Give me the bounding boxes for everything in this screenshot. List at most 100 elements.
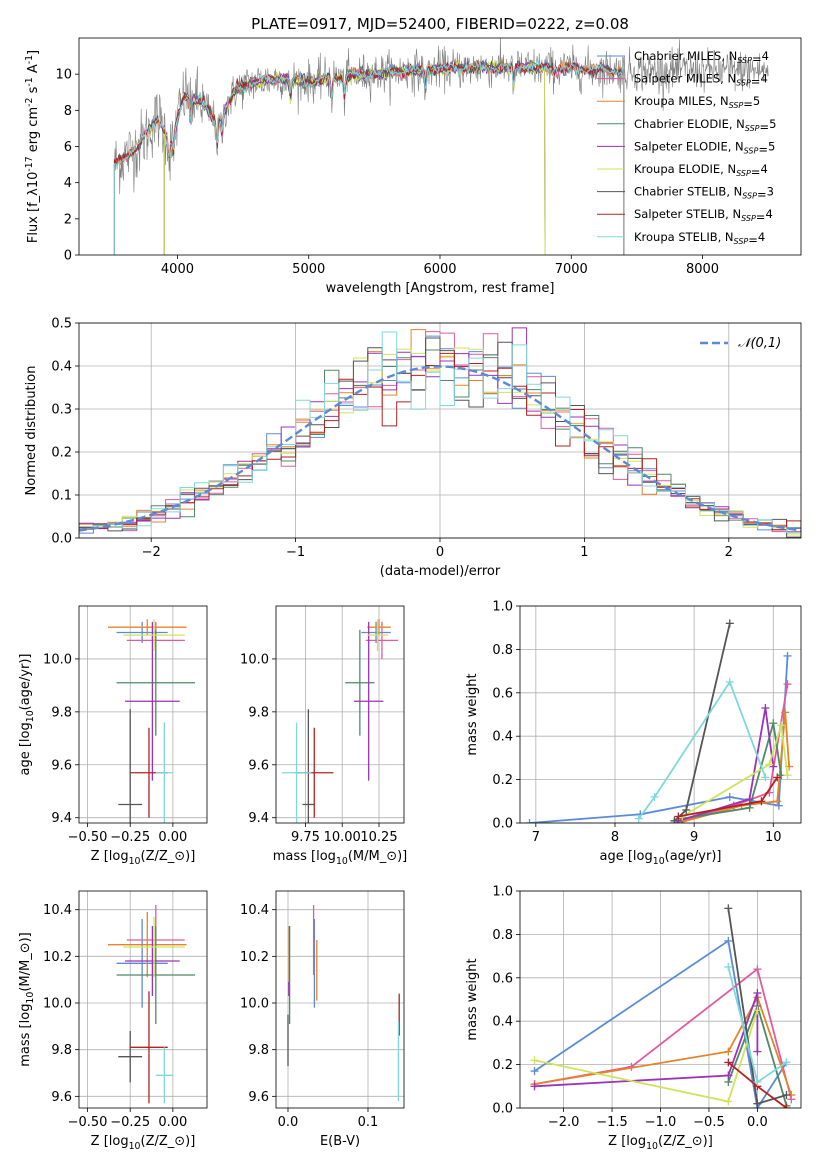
x-tick-label: 10.00 — [324, 830, 361, 845]
legend-n-label: , N — [720, 72, 736, 86]
label-part: (M/M_⊙)] — [18, 932, 33, 991]
x-tick-label: 1 — [580, 545, 588, 560]
weight-marker — [724, 1058, 733, 1067]
label-part: 10 — [336, 856, 348, 867]
weight-marker — [782, 1058, 791, 1067]
y-tick-label: 0.2 — [51, 446, 72, 461]
weight-marker — [782, 1104, 791, 1108]
x-tick-label: 6000 — [423, 262, 456, 277]
x-tick-label: −0.5 — [693, 1115, 725, 1130]
legend-subscript: SSP — [745, 124, 760, 133]
error-bar — [123, 619, 185, 651]
label-part: erg cm — [26, 107, 41, 156]
weight-marker — [525, 819, 534, 823]
weight-line — [673, 623, 731, 822]
y-tick-label: 10.2 — [43, 950, 72, 965]
y-tick-label: 1.0 — [492, 600, 513, 615]
grid — [276, 606, 404, 823]
grid — [520, 605, 801, 824]
weight-marker — [761, 703, 770, 712]
y-axis-label: Flux [f_λ10-17 erg cm-2 s-1 A-1] — [24, 50, 41, 243]
ticks: −0.50 −0.25 0.00 9.6 9.8 10.0 10.2 10.4 — [43, 903, 187, 1130]
y-tick-label: 9.8 — [51, 705, 72, 720]
label-part: s — [26, 86, 41, 97]
weight-marker — [782, 1090, 791, 1099]
legend-nssp: 5 — [769, 117, 776, 131]
ticks: −0.50 −0.25 0.00 9.4 9.6 9.8 10.0 — [43, 652, 187, 845]
y-tick-label: 4 — [64, 176, 72, 191]
label-part: (data-model)/error — [380, 564, 501, 579]
y-tick-label: 0.2 — [492, 773, 513, 788]
legend-subscript: SSP — [744, 146, 759, 155]
x-tick-label: 10.25 — [360, 830, 397, 845]
legend-series-name: Kroupa MILES — [634, 94, 713, 108]
label-part: 10 — [653, 856, 665, 867]
x-tick-label: 0.00 — [158, 830, 187, 845]
axes-weight-vs-Z: −2.0 −1.5 −1.0 −0.5 0.0 0.0 0.2 0.4 0.6 0.8 1.0 Z [… — [465, 885, 802, 1152]
x-tick-label: 0.0 — [747, 1115, 768, 1130]
legend-nssp: 4 — [760, 72, 767, 86]
y-tick-label: 0.5 — [51, 317, 72, 332]
error-bar — [361, 621, 391, 644]
label-part: (Z/Z_⊙)] — [141, 849, 196, 864]
error-bar — [345, 629, 375, 736]
x-axis-label: mass [log10(M/M_⊙)] — [273, 849, 408, 867]
error-bar — [123, 916, 185, 978]
ticks: 7 8 9 10 0.0 0.2 0.4 0.6 0.8 1.0 — [492, 600, 781, 846]
ticks: 9.75 10.00 10.25 9.4 9.6 9.8 10.0 — [240, 652, 398, 845]
x-tick-label: −1 — [286, 545, 305, 560]
legend-nssp: 5 — [753, 94, 760, 108]
model-spectrum-line — [113, 59, 625, 255]
label-part: mass [log — [18, 1004, 33, 1067]
label-part: 10 — [25, 710, 36, 722]
error-bar — [118, 709, 143, 823]
axes-frame — [78, 322, 802, 539]
y-tick-label: 10.0 — [240, 652, 269, 667]
legend-n-label: , N — [729, 117, 745, 131]
error-bar — [108, 619, 187, 636]
plot-area — [530, 904, 796, 1108]
legend-entry: Salpeter STELIB, NSSP=4 — [634, 207, 773, 224]
legend-eq: = — [760, 120, 770, 134]
label-part: ] — [26, 50, 41, 55]
error-bar — [281, 722, 312, 823]
y-tick-label: 0.6 — [492, 686, 513, 701]
ticks: 4000 5000 6000 7000 8000 0 2 4 6 8 10 — [55, 68, 719, 277]
x-tick-label: −1.5 — [596, 1115, 628, 1130]
label-part: mass weight — [465, 673, 480, 755]
label-part: (M/M_⊙)] — [348, 849, 407, 864]
weight-marker — [753, 965, 762, 974]
legend-entry: Chabrier ELODIE, NSSP=5 — [634, 117, 776, 134]
label-part: -17 — [24, 156, 35, 171]
model-spectrum-line — [163, 60, 546, 255]
x-axis-label: E(B-V) — [320, 1134, 360, 1149]
axes-frame — [275, 890, 405, 1109]
legend-eq: = — [757, 188, 767, 202]
y-tick-label: 9.6 — [51, 758, 72, 773]
axes-frame — [78, 605, 208, 824]
y-tick-label: 6 — [64, 140, 72, 155]
x-tick-label: −0.50 — [68, 830, 108, 845]
y-tick-label: 9.8 — [51, 1043, 72, 1058]
legend: 𝒩(0,1) — [700, 336, 781, 351]
x-tick-label: 4000 — [161, 262, 194, 277]
y-tick-label: 10.0 — [43, 652, 72, 667]
weight-marker — [725, 619, 734, 628]
legend-series-name: Kroupa STELIB — [634, 230, 718, 244]
label-part: Flux [f_λ10 — [26, 172, 41, 244]
plot-area — [108, 905, 196, 1104]
legend-entry: Kroupa STELIB, NSSP=4 — [634, 230, 765, 247]
weight-marker — [783, 651, 792, 660]
error-bar — [116, 621, 168, 644]
plot-area — [287, 905, 400, 1101]
y-axis-label: mass weight — [465, 958, 480, 1040]
weight-marker — [650, 792, 659, 801]
error-bar — [116, 629, 196, 736]
legend-series-name: Salpeter MILES — [634, 72, 720, 86]
histogram-step — [79, 331, 801, 534]
label-part: Z [log — [91, 1134, 129, 1149]
weight-marker — [745, 795, 754, 804]
y-tick-label: 10.0 — [43, 997, 72, 1012]
y-axis-label: Normed distribution — [24, 366, 39, 496]
y-tick-label: 10.4 — [43, 903, 72, 918]
